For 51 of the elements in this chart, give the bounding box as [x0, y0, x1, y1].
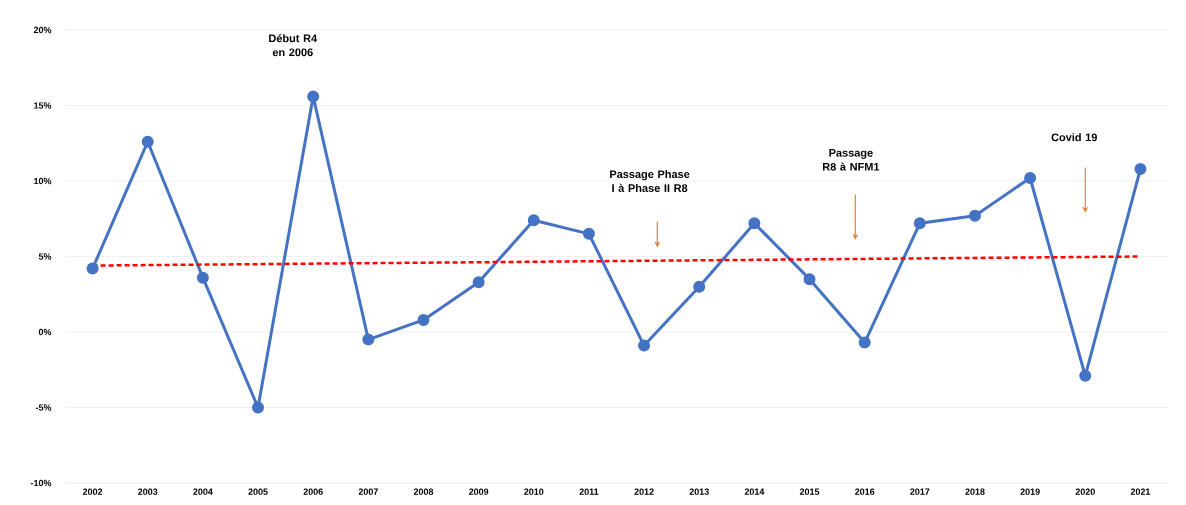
x-tick-label: 2008 — [413, 488, 434, 495]
x-tick-label: 2004 — [193, 488, 213, 495]
x-tick-label: 2020 — [1075, 488, 1095, 495]
point — [638, 339, 651, 352]
x-tick-label: 2005 — [248, 488, 268, 495]
x-tick-label: 2018 — [965, 488, 985, 495]
x-tick-label: 2013 — [689, 488, 709, 495]
x-tick-label: 2007 — [358, 488, 378, 495]
point — [1134, 162, 1147, 175]
point — [86, 262, 99, 275]
x-tick-label: 2015 — [799, 488, 820, 495]
y-tick-label: 0% — [38, 328, 52, 336]
y-tick-label: 10% — [34, 177, 52, 185]
point — [858, 336, 871, 349]
x-tick-label: 2002 — [82, 488, 103, 495]
point — [803, 273, 816, 286]
point — [1079, 369, 1092, 382]
point — [582, 227, 595, 240]
point — [362, 333, 375, 346]
y-tick-label: 20% — [33, 26, 52, 34]
x-tick-label: 2014 — [744, 488, 765, 495]
x-tick-label: 2009 — [468, 488, 489, 495]
y-tick-label: -5% — [35, 404, 52, 411]
y-tick-label: 5% — [38, 253, 52, 260]
point — [527, 214, 540, 227]
point — [196, 271, 209, 284]
point — [748, 217, 761, 230]
point — [252, 401, 265, 414]
y-tick-label: 15% — [34, 102, 52, 109]
x-tick-label: 2012 — [634, 488, 654, 495]
x-tick-label: 2006 — [303, 488, 323, 495]
point — [693, 280, 706, 293]
annotation: Passage R8 à NFM1 — [823, 149, 880, 171]
point — [141, 135, 154, 148]
x-tick-label: 2017 — [910, 488, 930, 495]
annotation: Passage Phase I à Phase II R8 — [610, 170, 690, 192]
point — [307, 90, 320, 103]
x-tick-label: 2019 — [1020, 488, 1040, 495]
x-tick-label: 2010 — [524, 488, 544, 495]
point — [417, 313, 430, 326]
y-tick-label: -10% — [30, 479, 52, 487]
point — [968, 209, 981, 222]
x-tick-label: 2016 — [855, 488, 875, 495]
x-tick-label: 2011 — [579, 488, 599, 495]
point — [472, 276, 485, 289]
x-tick-label: 2021 — [1130, 488, 1151, 495]
annotation: Début R4 en 2006 — [269, 34, 318, 57]
annotation: Covid 19 — [1051, 133, 1097, 142]
point — [1024, 171, 1037, 184]
point — [913, 217, 926, 230]
x-tick-label: 2003 — [138, 488, 158, 495]
